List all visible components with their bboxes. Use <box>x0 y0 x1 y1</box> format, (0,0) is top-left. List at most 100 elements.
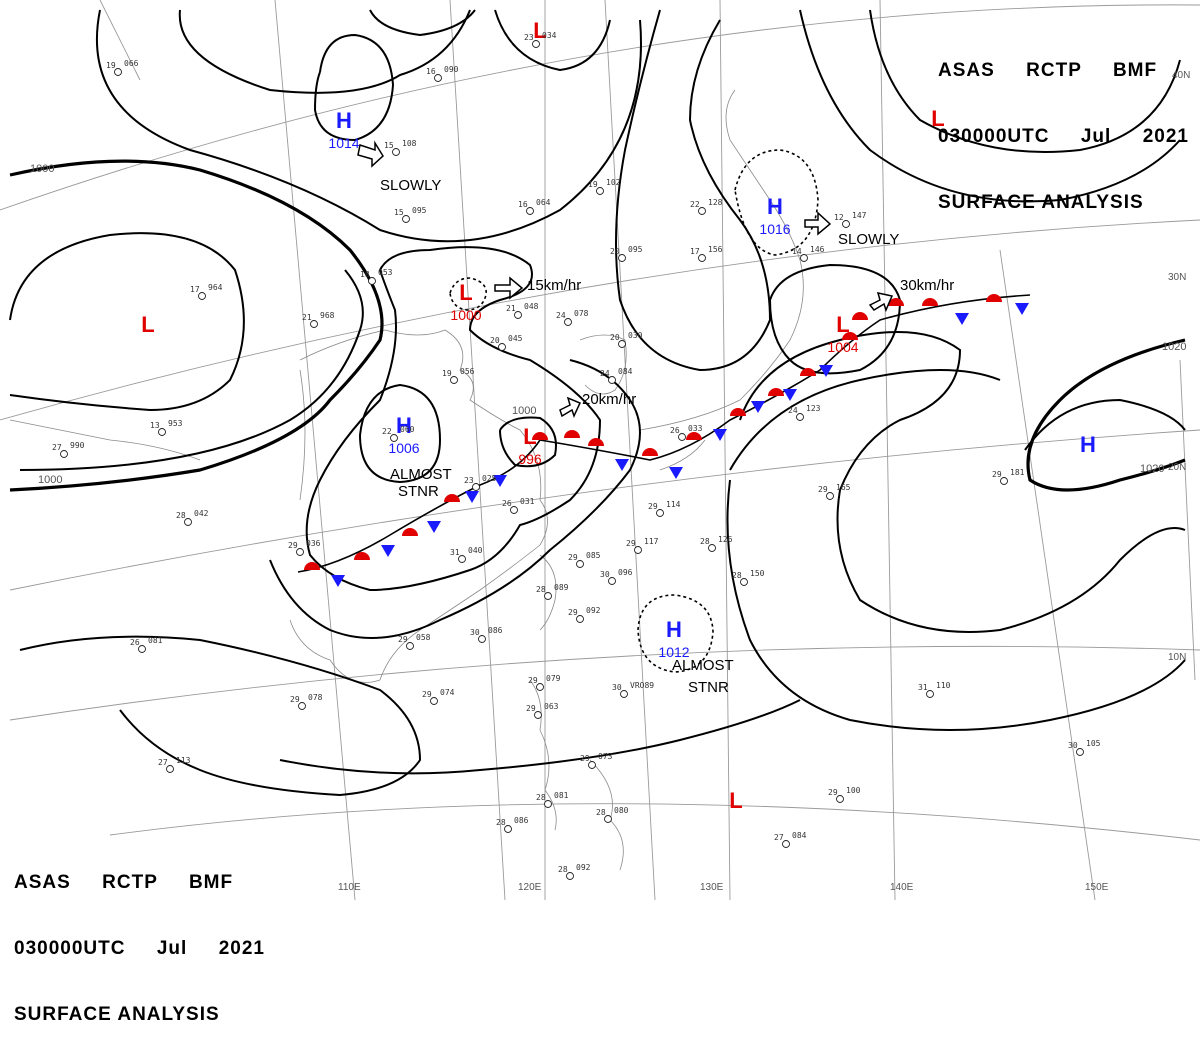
station-temperature: 15 <box>384 141 394 150</box>
center-pressure: 996 <box>518 451 542 467</box>
station-plot: 29 165 <box>818 483 851 500</box>
station-temperature: 30 <box>600 570 610 579</box>
station-pressure: 060 <box>400 425 415 434</box>
station-temperature: 21 <box>302 313 312 322</box>
station-circle-icon <box>588 761 596 769</box>
station-circle-icon <box>526 207 534 215</box>
station-pressure: 031 <box>520 497 535 506</box>
station-temperature: 24 <box>788 406 798 415</box>
station-plot: 30 096 <box>600 568 633 585</box>
low-pressure-center: L <box>729 788 742 813</box>
station-circle-icon <box>782 840 790 848</box>
station-circle-icon <box>534 711 542 719</box>
station-circle-icon <box>618 254 626 262</box>
station-pressure: 078 <box>308 693 323 702</box>
station-plot: 26 033 <box>670 424 703 441</box>
station-plot: 29 079 <box>528 674 561 691</box>
station-pressure: 040 <box>468 546 483 555</box>
station-pressure: 053 <box>378 268 393 277</box>
station-plot: 29 063 <box>526 702 559 719</box>
motion-arrow-icon <box>494 276 524 300</box>
cold-front-symbol <box>819 365 833 377</box>
station-temperature: 19 <box>588 180 598 189</box>
station-temperature: 30 <box>470 628 480 637</box>
low-pressure-center: L 1000 <box>450 280 481 323</box>
station-temperature: 28 <box>496 818 506 827</box>
station-circle-icon <box>1076 748 1084 756</box>
center-symbol: H <box>1080 432 1096 457</box>
station-plot: 29 085 <box>568 551 601 568</box>
station-temperature: 29 <box>528 676 538 685</box>
center-symbol: L <box>836 312 849 337</box>
cold-front-symbol <box>713 429 727 441</box>
station-plot: 27 084 <box>774 831 807 848</box>
station-temperature: 28 <box>558 865 568 874</box>
longitude-label: 110E <box>338 882 361 893</box>
station-circle-icon <box>158 428 166 436</box>
warm-front-symbol <box>686 432 702 440</box>
station-temperature: 27 <box>52 443 62 452</box>
station-plot: 28 150 <box>732 569 765 586</box>
latitude-label: 30N <box>1168 272 1186 283</box>
station-pressure: 181 <box>1010 468 1025 477</box>
stnr-note: ALMOST STNR <box>672 657 734 696</box>
station-temperature: 22 <box>382 427 392 436</box>
center-symbol: L <box>141 312 154 337</box>
station-pressure: 042 <box>194 509 209 518</box>
station-temperature: 23 <box>464 476 474 485</box>
station-temperature: 28 <box>700 537 710 546</box>
station-temperature: 30 <box>612 683 622 692</box>
front-symbols <box>304 294 1029 587</box>
station-plot: 21 048 <box>506 302 539 319</box>
station-pressure: 084 <box>618 367 633 376</box>
station-circle-icon <box>60 450 68 458</box>
center-pressure: 1016 <box>759 221 790 237</box>
station-temperature: 14 <box>792 247 802 256</box>
stnr-note: ALMOST STNR <box>390 466 452 500</box>
station-plot: 28 080 <box>596 806 629 823</box>
station-pressure: 090 <box>444 65 459 74</box>
station-circle-icon <box>656 509 664 517</box>
warm-front-symbol <box>842 332 858 340</box>
station-temperature: 13 <box>150 421 160 430</box>
station-temperature: 27 <box>774 833 784 842</box>
station-temperature: 19 <box>442 369 452 378</box>
isobar-label: 1020 <box>1162 341 1186 353</box>
station-pressure: 095 <box>412 206 427 215</box>
station-temperature: 29 <box>580 754 590 763</box>
station-circle-icon <box>544 592 552 600</box>
station-circle-icon <box>800 254 808 262</box>
station-plots: 23 034 19 066 16 090 15 108 15 095 16 064 19 102 22 128… <box>52 31 1101 880</box>
station-plot: 29 058 <box>398 633 431 650</box>
cold-front-symbol <box>331 575 345 587</box>
station-pressure: 108 <box>402 139 417 148</box>
cold-front-symbol <box>615 459 629 471</box>
motion-label: 15km/hr <box>527 277 581 294</box>
station-circle-icon <box>510 506 518 514</box>
station-pressure: 150 <box>750 569 765 578</box>
station-circle-icon <box>564 318 572 326</box>
stnr-line: STNR <box>398 483 439 500</box>
station-temperature: 29 <box>568 608 578 617</box>
station-circle-icon <box>368 277 376 285</box>
center-pressure: 1006 <box>388 440 419 456</box>
station-circle-icon <box>796 413 804 421</box>
station-temperature: 29 <box>818 485 828 494</box>
center-pressure: 1014 <box>328 135 359 151</box>
station-circle-icon <box>514 311 522 319</box>
warm-front-symbol <box>532 432 548 440</box>
station-plot: 27 990 <box>52 441 85 458</box>
station-pressure: 110 <box>936 681 951 690</box>
center-symbol: H <box>336 108 352 133</box>
station-temperature: 29 <box>422 690 432 699</box>
station-temperature: 26 <box>670 426 680 435</box>
station-circle-icon <box>678 433 686 441</box>
station-circle-icon <box>532 40 540 48</box>
station-circle-icon <box>608 376 616 384</box>
warm-front-symbol <box>888 298 904 306</box>
station-temperature: 18 <box>360 270 370 279</box>
low-pressure-center: L 996 <box>518 424 542 467</box>
station-plot: 20 045 <box>490 334 523 351</box>
station-temperature: 26 <box>130 638 140 647</box>
high-pressure-center: H 1016 <box>759 194 790 237</box>
